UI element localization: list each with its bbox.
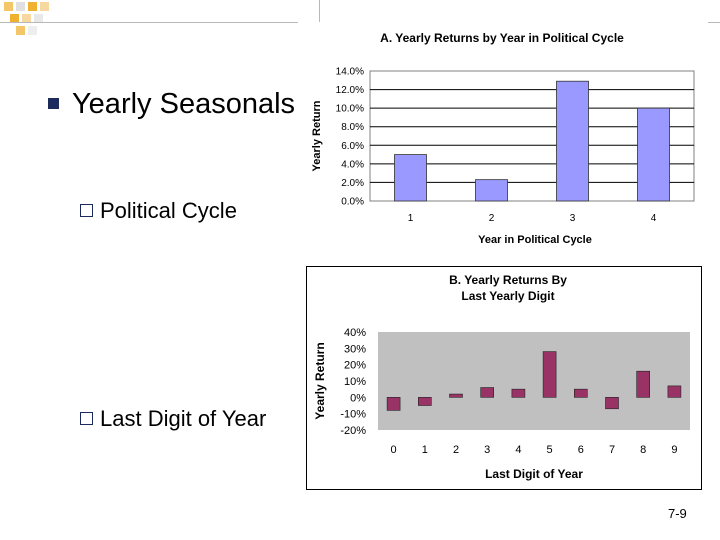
chart-a-bar — [394, 154, 427, 202]
chart-a-ylabel: Yearly Return — [311, 100, 323, 171]
header-tick — [319, 0, 320, 22]
chart-b: B. Yearly Returns By Last Yearly Digit -… — [306, 266, 702, 490]
chart-a-ytick: 0.0% — [341, 197, 364, 208]
chart-b-bar — [449, 393, 463, 398]
chart-b-bar — [386, 397, 401, 411]
chart-b-category-label: 1 — [422, 444, 428, 456]
chart-b-ytick: 30% — [344, 343, 366, 355]
chart-a-category-label: 3 — [570, 213, 576, 224]
chart-a-title: A. Yearly Returns by Year in Political C… — [380, 31, 624, 45]
chart-a-bar — [556, 80, 589, 202]
chart-a-category-label: 2 — [489, 213, 495, 224]
chart-b-category-label: 4 — [515, 444, 521, 456]
chart-a-ytick: 4.0% — [341, 159, 364, 170]
chart-a-category-label: 1 — [408, 213, 414, 224]
chart-b-ylabel: Yearly Return — [313, 342, 327, 419]
chart-b-bar — [605, 397, 619, 410]
chart-b-category-label: 9 — [671, 444, 677, 456]
chart-a-ytick: 14.0% — [336, 67, 364, 78]
page-number: 7-9 — [668, 506, 687, 521]
chart-b-bar — [480, 387, 494, 398]
chart-b-category-label: 2 — [453, 444, 459, 456]
chart-a-ytick: 6.0% — [341, 141, 364, 152]
chart-b-bar — [667, 385, 682, 398]
chart-b-category-label: 7 — [609, 444, 615, 456]
chart-b-title-line2: Last Yearly Digit — [461, 289, 554, 303]
checkbox-bullet-icon — [80, 412, 93, 425]
chart-b-ytick: 10% — [344, 376, 366, 388]
chart-b-ytick: 20% — [344, 360, 366, 372]
chart-b-category-label: 0 — [391, 444, 397, 456]
slide-heading: Yearly Seasonals — [72, 88, 296, 120]
chart-b-title-line1: B. Yearly Returns By — [449, 273, 567, 287]
chart-a-bar — [637, 107, 670, 202]
square-bullet-icon — [48, 98, 59, 109]
chart-b-bar — [573, 388, 588, 398]
chart-a-bar — [475, 179, 508, 202]
chart-b-category-label: 3 — [484, 444, 490, 456]
chart-a: A. Yearly Returns by Year in Political C… — [298, 22, 708, 257]
chart-a-category-label: 4 — [651, 213, 657, 224]
chart-b-category-label: 8 — [640, 444, 646, 456]
sub-bullet-last-digit: Last Digit of Year — [100, 406, 267, 431]
chart-a-ytick: 10.0% — [336, 104, 364, 115]
chart-b-bar — [418, 397, 432, 406]
chart-b-bar — [511, 388, 526, 398]
chart-a-ytick: 8.0% — [341, 122, 364, 133]
chart-a-ytick: 2.0% — [341, 178, 364, 189]
chart-b-xlabel: Last Digit of Year — [485, 467, 583, 481]
corner-decoration — [4, 2, 49, 35]
chart-b-ytick: -20% — [340, 425, 366, 437]
chart-a-ytick: 12.0% — [336, 85, 364, 96]
sub-bullet-political-cycle: Political Cycle — [100, 198, 237, 223]
chart-b-ytick: 40% — [344, 327, 366, 339]
chart-b-bar — [636, 370, 651, 398]
chart-b-bar — [542, 351, 557, 398]
checkbox-bullet-icon — [80, 204, 93, 217]
chart-b-category-label: 5 — [547, 444, 553, 456]
chart-a-xlabel: Year in Political Cycle — [478, 234, 592, 246]
chart-b-ytick: -10% — [340, 409, 366, 421]
chart-b-category-label: 6 — [578, 444, 584, 456]
chart-b-ytick: 0% — [350, 392, 366, 404]
